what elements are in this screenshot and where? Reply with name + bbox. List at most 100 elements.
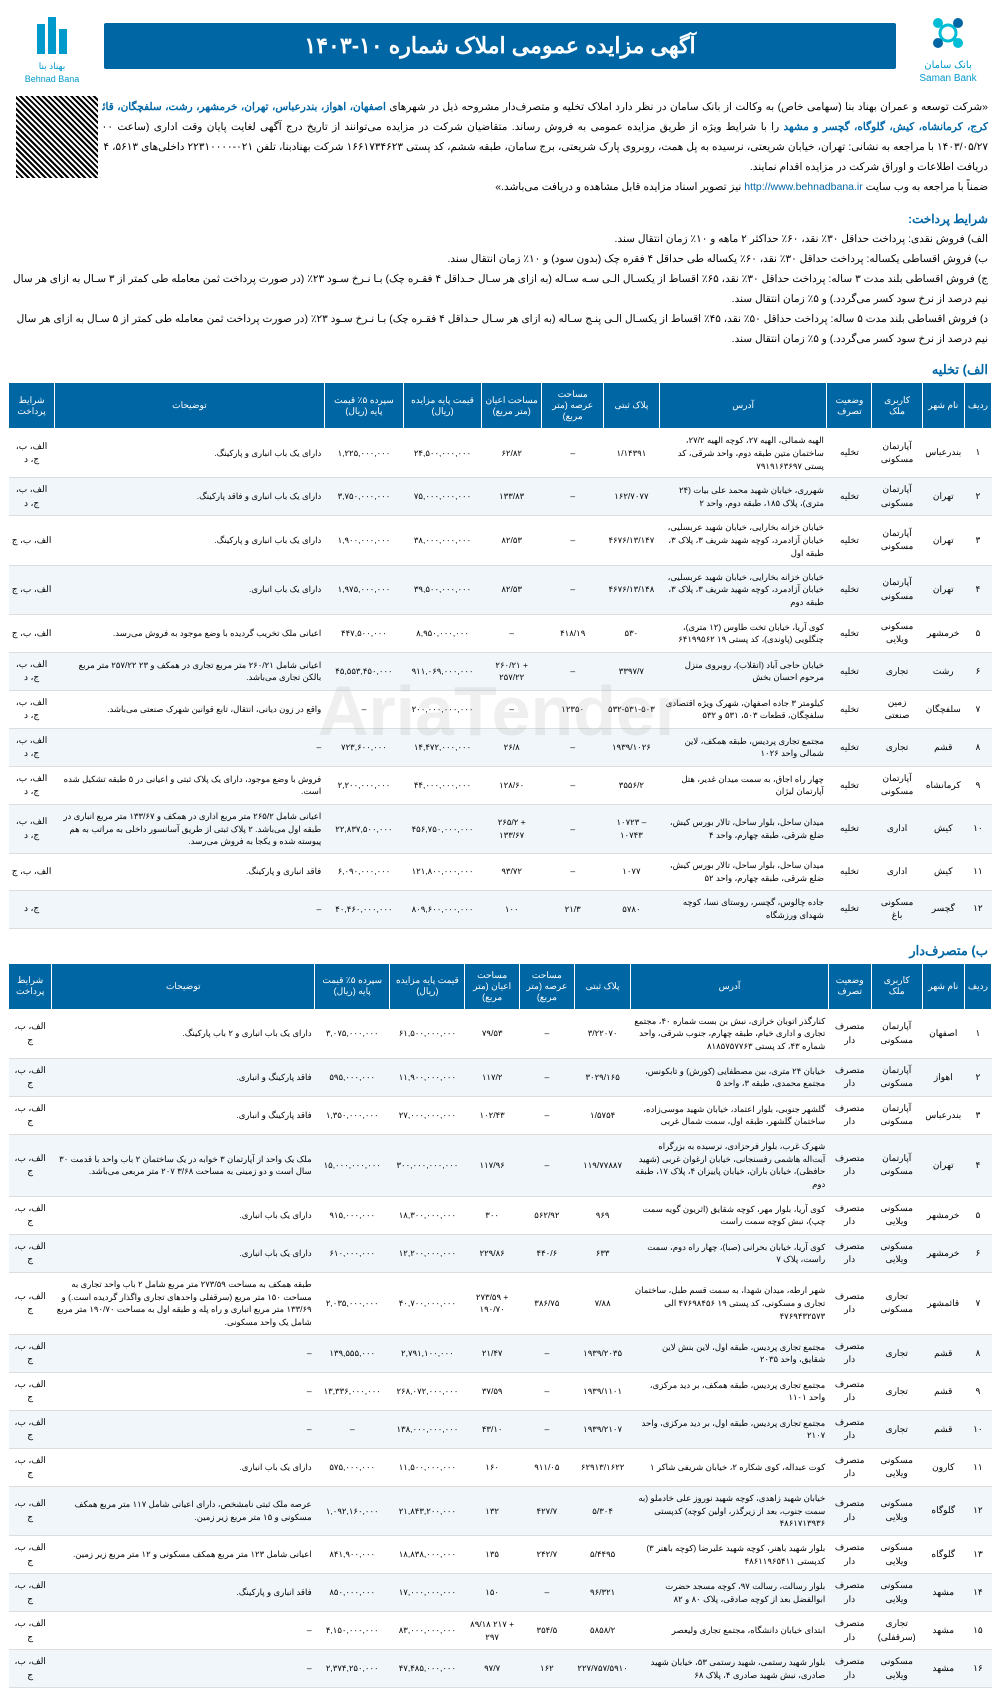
cell: ج، د: [9, 890, 55, 928]
table-row: ۴تهرانآپارتمان مسکونیتخلیهخیابان خزانه ب…: [9, 565, 992, 614]
cell: مشهد: [922, 1574, 964, 1612]
cell: ۱۶۲: [519, 1650, 574, 1688]
cell: ۴۴۷,۵۰۰,۰۰۰: [324, 614, 403, 652]
cell: متصرف دار: [828, 1448, 871, 1486]
cell: ۱۹۳۹/۲۰۳۵: [574, 1334, 630, 1372]
cell: جاده چالوس، گچسر، روستای نسا، کوچه شهدای…: [659, 890, 827, 928]
cell: ۱۳۵: [465, 1536, 519, 1574]
table-row: ۴تهرانآپارتمان مسکونیمتصرف دارشهرک غرب، …: [9, 1134, 992, 1196]
cell: بلوار رسالت، رسالت ۹۷، کوچه مسجد حضرت اب…: [631, 1574, 828, 1612]
cell: ۱۳۸,۰۰۰,۰۰۰,۰۰۰: [390, 1410, 465, 1448]
cell: اعیانی شامل ۲۶۰/۲۱ متر مربع تجاری در همک…: [55, 652, 325, 690]
cell: –: [55, 890, 325, 928]
cell: ۱۹۳۹/۲۱۰۷: [574, 1410, 630, 1448]
cell: ۱,۳۵۰,۰۰۰,۰۰۰: [315, 1096, 390, 1134]
cell: ۵۶۲/۹۲: [519, 1196, 574, 1234]
cell: ۶: [964, 652, 991, 690]
cell: چهار راه اجاق، به سمت میدان غدیر، هتل آپ…: [659, 766, 827, 804]
cell: ۶۳۳: [574, 1234, 630, 1272]
cell: ۱۱۷/۲: [465, 1058, 519, 1096]
cell: آپارتمان مسکونی: [872, 516, 922, 565]
cell: ۱/۱۴۳۹۱: [603, 429, 659, 478]
cell: الف، ب، ج: [9, 1058, 52, 1096]
cell: ملک یک واحد از آپارتمان ۳ خوابه در یک سا…: [52, 1134, 315, 1196]
cell: ۵/۳۰۴: [574, 1486, 630, 1535]
cell: کرمانشاه: [922, 766, 964, 804]
cell: –: [542, 652, 604, 690]
cell: –: [481, 690, 541, 728]
cell: –: [519, 1096, 574, 1134]
col-header: قیمت پایه مزایده (ریال): [390, 963, 465, 1009]
table-row: ۳تهرانآپارتمان مسکونیتخلیهخیابان خزانه ب…: [9, 516, 992, 565]
cell: ۲۲۷/۷۵۷/۵۹۱۰: [574, 1650, 630, 1688]
cell: مسکونی ویلایی: [871, 1650, 922, 1688]
table-a: ردیفنام شهرکاربری ملکوضعیت تصرفآدرسپلاک …: [8, 382, 992, 929]
cell: ۶,۰۹۰,۰۰۰,۰۰۰: [324, 854, 403, 891]
cell: ۱۰۷۲۳ – ۱۰۷۴۳: [603, 804, 659, 853]
cell: ۳: [964, 516, 991, 565]
cell: متصرف دار: [828, 1334, 871, 1372]
cell: ۱۲,۲۰۰,۰۰۰,۰۰۰: [390, 1234, 465, 1272]
cell: آپارتمان مسکونی: [871, 1134, 922, 1196]
cell: متصرف دار: [828, 1612, 871, 1650]
cell: ۲۰۰,۰۰۰,۰۰۰,۰۰۰: [404, 690, 482, 728]
cell: بندرعباس: [922, 429, 964, 478]
cell: –: [542, 429, 604, 478]
cell: ۱۱: [964, 854, 991, 891]
cell: کنارگذر اتوبان خرازی، نبش بن بست شماره ۴…: [631, 1009, 828, 1058]
cell: تجاری: [871, 1372, 922, 1410]
cell: ۸۰۹,۶۰۰,۰۰۰,۰۰۰: [404, 890, 482, 928]
saman-logo: بانک سامان Saman Bank: [908, 8, 988, 84]
intro-p2b: نیز تصویر اسناد مزایده قابل مشاهده و دری…: [495, 181, 744, 193]
cell: ۱۰۰: [481, 890, 541, 928]
cell: دارای یک باب انباری و ۲ باب پارکینگ.: [52, 1009, 315, 1058]
cell: کوت عبداله، کوی شکاره ۲، خیابان شریفی شا…: [631, 1448, 828, 1486]
cell: کوی آریا، بلوار مهر، کوچه شقایق (اثریون …: [631, 1196, 828, 1234]
cell: ۱۲۸/۶۰: [481, 766, 541, 804]
cell: ۳۰۰: [465, 1196, 519, 1234]
table-row: ۲اهوازآپارتمان مسکونیمتصرف دارخیابان ۲۴ …: [9, 1058, 992, 1096]
cell: –: [55, 728, 325, 766]
col-header: ردیف: [964, 383, 991, 429]
cell: گلشهر جنوبی، بلوار اعتماد، خیابان شهید م…: [631, 1096, 828, 1134]
cell: ۲۶۵/۲ + ۱۳۳/۶۷: [481, 804, 541, 853]
cell: ۱۴: [964, 1574, 991, 1612]
cell: –: [542, 478, 604, 516]
cell: ۵۷۸۰: [603, 890, 659, 928]
cell: ۸۳,۰۰۰,۰۰۰,۰۰۰: [390, 1612, 465, 1650]
cell: گچسر: [922, 890, 964, 928]
cell: متصرف دار: [828, 1196, 871, 1234]
cell: ۱۲۳۵۰: [542, 690, 604, 728]
cell: –: [52, 1334, 315, 1372]
col-header: نام شهر: [922, 383, 964, 429]
cell: تخلیه: [827, 565, 872, 614]
cell: ۶۱۰,۰۰۰,۰۰۰: [315, 1234, 390, 1272]
cell: ۲۷۳/۵۹ + ۱۹۰/۷۰: [465, 1272, 519, 1334]
cell: تجاری: [871, 1410, 922, 1448]
intro-text: «شرکت توسعه و عمران بهناد بنا (سهامی خاص…: [0, 92, 1000, 204]
cell: متصرف دار: [828, 1372, 871, 1410]
cell: ۱۲۱,۸۰۰,۰۰۰,۰۰۰: [404, 854, 482, 891]
table-row: ۱۴مشهدمسکونی ویلاییمتصرف داربلوار رسالت،…: [9, 1574, 992, 1612]
col-header: وضعیت تصرف: [828, 963, 871, 1009]
cell: –: [519, 1334, 574, 1372]
table-row: ۶رشتتجاریتخلیهخیابان حاجی آباد (انقلاب)،…: [9, 652, 992, 690]
cell: ۵: [964, 1196, 991, 1234]
table-row: ۵خرمشهرمسکونی ویلاییتخلیهکوی آریا، خیابا…: [9, 614, 992, 652]
col-header: شرایط پرداخت: [9, 963, 52, 1009]
col-header: ردیف: [964, 963, 991, 1009]
intro-p2a: ضمناً با مراجعه به وب سایت: [863, 181, 988, 193]
cell: ۵۹۵,۰۰۰,۰۰۰: [315, 1058, 390, 1096]
website-link[interactable]: http://www.behnadbana.ir: [744, 178, 863, 198]
cell: ۹۳/۷۲: [481, 854, 541, 891]
cell: ۹: [964, 766, 991, 804]
cell: ۱۳۲: [465, 1486, 519, 1535]
table-row: ۱۲گچسرمسکونی باغتخلیهجاده چالوس، گچسر، ر…: [9, 890, 992, 928]
saman-name: بانک سامان: [908, 60, 988, 71]
cell: ۷/۸۸: [574, 1272, 630, 1334]
cell: ۲: [964, 478, 991, 516]
cell: الف، ب، ج: [9, 1009, 52, 1058]
cell: بلوار شهید باهنر، کوچه شهید علیرضا (کوچه…: [631, 1536, 828, 1574]
header: بانک سامان Saman Bank آگهی مزایده عمومی …: [0, 0, 1000, 92]
cell: الف، ب، ج: [9, 516, 55, 565]
